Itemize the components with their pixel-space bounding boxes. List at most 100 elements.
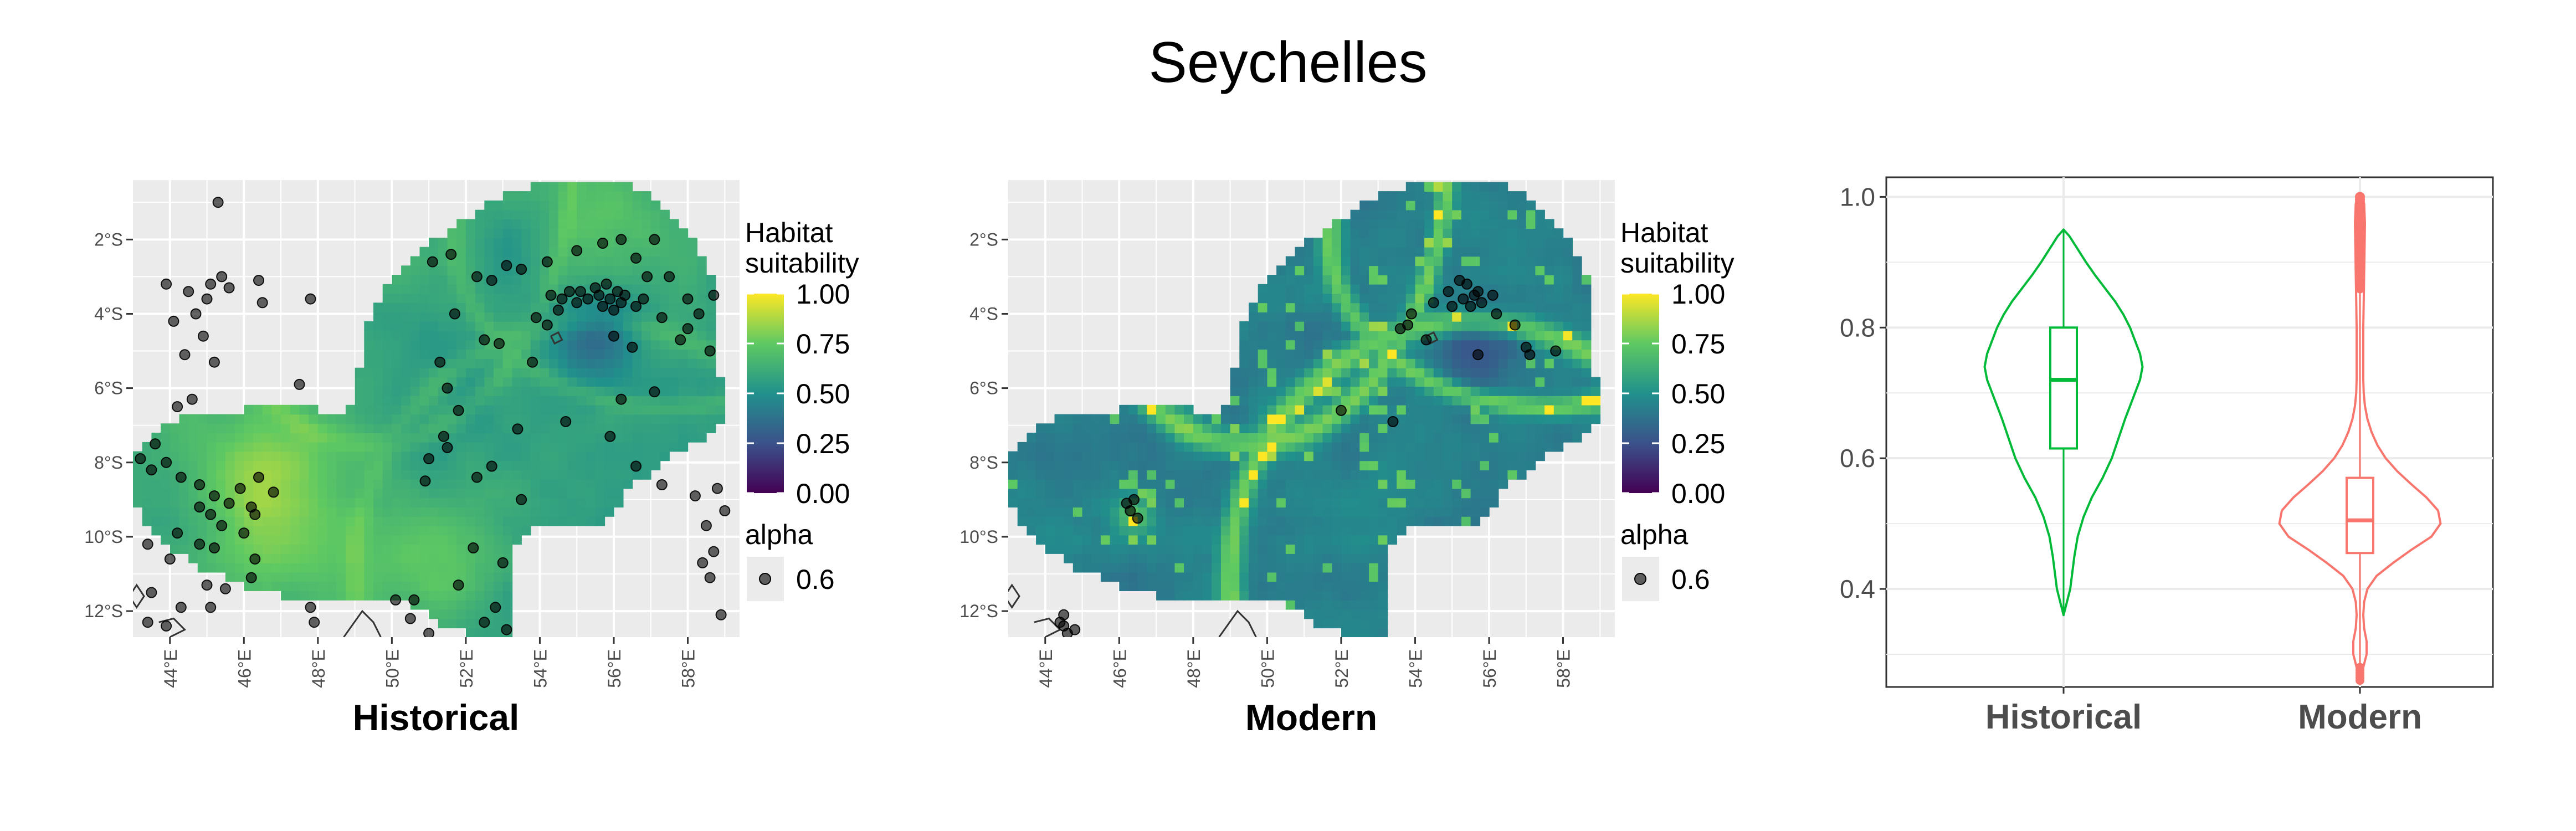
raster-cell bbox=[1443, 460, 1453, 470]
raster-cell bbox=[642, 460, 651, 470]
raster-cell bbox=[549, 507, 559, 517]
raster-cell bbox=[1572, 349, 1582, 359]
raster-cell bbox=[1350, 321, 1361, 331]
raster-cell bbox=[465, 404, 476, 415]
raster-cell bbox=[1378, 497, 1388, 508]
raster-cell bbox=[549, 228, 559, 238]
raster-cell bbox=[502, 349, 513, 359]
raster-cell bbox=[1498, 433, 1508, 443]
raster-cell bbox=[465, 442, 476, 452]
raster-cell bbox=[642, 451, 651, 461]
raster-cell bbox=[225, 572, 235, 582]
occurrence-point bbox=[1069, 624, 1081, 635]
raster-cell bbox=[1193, 572, 1203, 582]
raster-cell bbox=[494, 451, 504, 461]
y-tick-label: 12°S bbox=[84, 601, 123, 621]
raster-cell bbox=[1443, 442, 1453, 452]
raster-cell bbox=[373, 479, 383, 489]
raster-cell bbox=[1498, 386, 1508, 396]
raster-cell bbox=[604, 358, 614, 368]
raster-cell bbox=[1544, 284, 1554, 294]
raster-cell bbox=[1147, 535, 1157, 545]
raster-cell bbox=[197, 414, 208, 424]
raster-cell bbox=[355, 460, 365, 470]
raster-cell bbox=[1341, 451, 1351, 461]
raster-cell bbox=[419, 321, 429, 331]
raster-cell bbox=[1359, 302, 1369, 312]
raster-cell bbox=[438, 562, 448, 573]
y-tick-label: 6°S bbox=[969, 378, 998, 398]
raster-cell bbox=[1461, 516, 1471, 526]
raster-cell bbox=[1350, 228, 1361, 238]
raster-cell bbox=[456, 609, 466, 619]
raster-cell bbox=[650, 265, 661, 275]
raster-cell bbox=[1443, 219, 1453, 229]
raster-cell bbox=[1369, 330, 1379, 341]
raster-cell bbox=[1313, 488, 1323, 499]
raster-cell bbox=[1424, 265, 1434, 275]
raster-cell bbox=[392, 525, 402, 536]
raster-cell bbox=[1220, 479, 1231, 489]
raster-cell bbox=[595, 488, 605, 499]
raster-cell bbox=[1304, 330, 1314, 341]
raster-cell bbox=[1110, 460, 1120, 470]
raster-cell bbox=[465, 340, 476, 350]
raster-cell bbox=[1387, 247, 1397, 257]
raster-cell bbox=[410, 479, 420, 489]
raster-cell bbox=[512, 191, 522, 201]
raster-cell bbox=[1535, 396, 1545, 406]
raster-cell bbox=[632, 358, 642, 368]
occurrence-point bbox=[708, 289, 720, 301]
raster-cell bbox=[1212, 591, 1222, 601]
raster-cell bbox=[1553, 396, 1564, 406]
raster-cell bbox=[410, 497, 420, 508]
raster-cell bbox=[1544, 293, 1554, 304]
raster-cell bbox=[1249, 404, 1259, 415]
occurrence-point bbox=[675, 334, 686, 346]
raster-cell bbox=[401, 330, 411, 341]
raster-cell bbox=[456, 535, 466, 545]
raster-cell bbox=[373, 349, 383, 359]
raster-cell bbox=[484, 479, 494, 489]
raster-cell bbox=[623, 265, 633, 275]
raster-cell bbox=[484, 451, 494, 461]
raster-cell bbox=[447, 544, 457, 554]
raster-cell bbox=[1276, 312, 1286, 322]
raster-cell bbox=[1470, 182, 1481, 192]
colorbar-tick-label: 0.00 bbox=[796, 478, 850, 509]
raster-cell bbox=[1526, 293, 1536, 304]
raster-cell bbox=[1267, 470, 1277, 480]
raster-cell bbox=[1322, 507, 1332, 517]
raster-cell bbox=[484, 265, 494, 275]
raster-cell bbox=[558, 340, 568, 350]
raster-cell bbox=[419, 396, 429, 406]
raster-cell bbox=[1443, 507, 1453, 517]
raster-cell bbox=[687, 340, 697, 350]
outlier-point bbox=[2355, 192, 2365, 202]
raster-cell bbox=[1295, 460, 1305, 470]
raster-cell bbox=[309, 553, 319, 563]
raster-cell bbox=[502, 479, 513, 489]
raster-cell bbox=[1350, 525, 1361, 536]
raster-cell bbox=[632, 404, 642, 415]
raster-cell bbox=[382, 572, 393, 582]
raster-cell bbox=[392, 451, 402, 461]
map-panel-historical: 44°E 46°E 48°E 50°E 52°E 54°E 56°E 58°E 2°S4°S6… bbox=[84, 180, 859, 738]
raster-cell bbox=[1295, 386, 1305, 396]
raster-cell bbox=[1249, 349, 1259, 359]
raster-cell bbox=[502, 358, 513, 368]
raster-cell bbox=[595, 340, 605, 350]
raster-cell bbox=[1553, 265, 1564, 275]
raster-cell bbox=[1313, 414, 1323, 424]
raster-cell bbox=[262, 562, 273, 573]
raster-cell bbox=[1535, 367, 1545, 378]
raster-cell bbox=[1285, 433, 1296, 443]
raster-cell bbox=[1054, 497, 1064, 508]
raster-cell bbox=[290, 572, 300, 582]
raster-cell bbox=[1174, 507, 1184, 517]
raster-cell bbox=[1378, 535, 1388, 545]
raster-cell bbox=[1544, 367, 1554, 378]
raster-cell bbox=[309, 581, 319, 591]
raster-cell bbox=[1184, 442, 1194, 452]
raster-cell bbox=[1045, 507, 1055, 517]
